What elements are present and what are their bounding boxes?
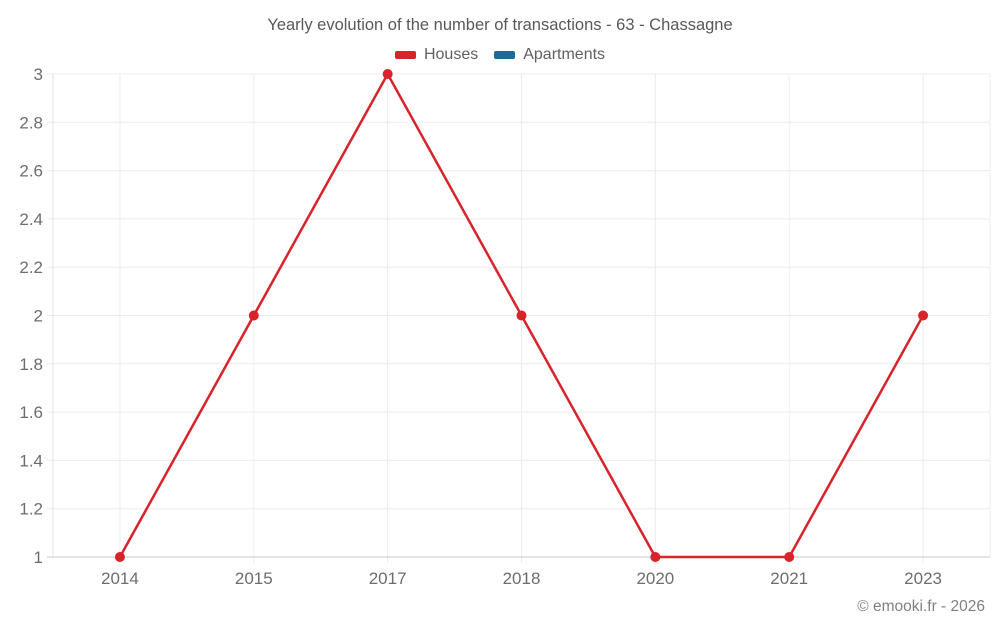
y-tick-label: 1.8	[19, 355, 43, 374]
legend-label: Houses	[423, 46, 479, 63]
x-tick-label: 2017	[369, 569, 407, 588]
data-point-marker[interactable]	[114, 552, 125, 562]
data-point-marker[interactable]	[784, 552, 795, 562]
y-tick-label: 2.4	[19, 210, 43, 229]
data-point-marker[interactable]	[918, 310, 929, 321]
legend-swatch-icon	[494, 51, 516, 59]
y-tick-label: 1.2	[19, 500, 43, 519]
x-tick-label: 2015	[235, 569, 273, 588]
data-point-marker[interactable]	[382, 69, 393, 79]
legend-label: Apartments	[523, 46, 606, 63]
y-tick-label: 2	[34, 307, 43, 326]
x-tick-label: 2014	[101, 569, 139, 588]
legend-item-apartments[interactable]: Apartments	[494, 46, 605, 64]
data-point-marker[interactable]	[248, 310, 259, 321]
y-tick-label: 3	[34, 65, 43, 84]
y-tick-label: 2.2	[19, 258, 43, 277]
y-tick-label: 1.4	[19, 451, 43, 470]
chart-title: Yearly evolution of the number of transa…	[267, 16, 733, 34]
copyright-credit: © emooki.fr - 2026	[857, 598, 985, 615]
data-point-marker[interactable]	[650, 552, 661, 562]
y-tick-label: 2.6	[19, 162, 43, 181]
legend-item-houses[interactable]: Houses	[394, 46, 479, 64]
x-tick-label: 2023	[904, 569, 942, 588]
x-tick-label: 2018	[503, 569, 541, 588]
x-tick-label: 2020	[636, 569, 674, 588]
y-tick-label: 1.6	[19, 403, 43, 422]
y-tick-label: 2.8	[19, 113, 43, 132]
data-point-marker[interactable]	[516, 310, 527, 321]
legend-swatch-icon	[394, 51, 416, 59]
y-tick-label: 1	[34, 548, 43, 567]
x-tick-label: 2021	[770, 569, 808, 588]
chart-legend: Houses Apartments	[0, 46, 1000, 64]
